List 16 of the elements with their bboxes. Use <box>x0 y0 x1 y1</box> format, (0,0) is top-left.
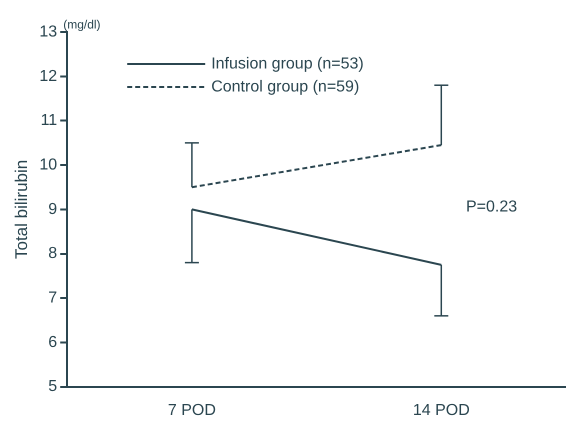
y-tick-label: 10 <box>39 156 58 174</box>
y-tick-label: 9 <box>48 200 58 218</box>
y-tick-label: 12 <box>39 68 58 85</box>
y-tick-label: 7 <box>48 290 58 307</box>
legend-label: Infusion group (n=53) <box>211 55 364 72</box>
text: (mg/dl) <box>63 17 101 32</box>
y-axis-title: Total bilirubin <box>12 160 31 260</box>
y-tick-label: 8 <box>48 245 58 262</box>
x-tick-label: 14 POD <box>412 402 470 419</box>
y-tick-label: 11 <box>40 112 58 130</box>
y-tick-label: 13 <box>39 23 58 40</box>
legend-label: Control group (n=59) <box>211 78 360 96</box>
y-tick-label: 5 <box>48 378 58 396</box>
y-tick-label: 6 <box>48 334 58 351</box>
x-tick-label: 7 POD <box>168 402 216 419</box>
annotation: P=0.23 <box>466 198 518 216</box>
